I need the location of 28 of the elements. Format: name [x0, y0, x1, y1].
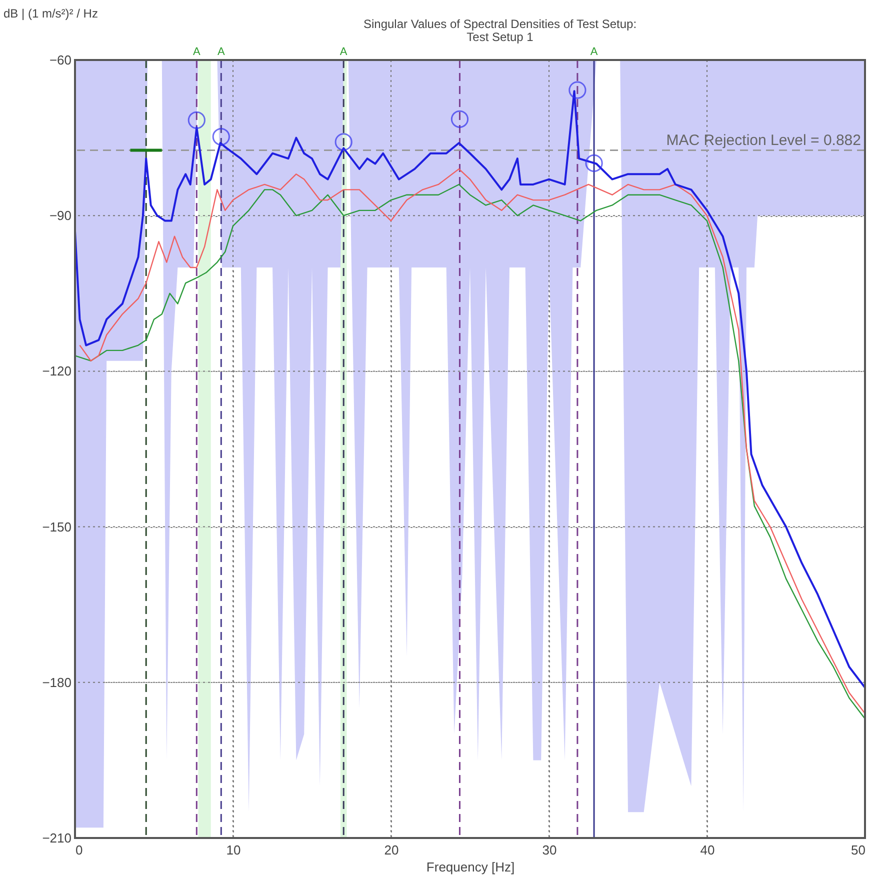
- y-tick-label: −150: [42, 519, 72, 534]
- chart-subtitle: Test Setup 1: [466, 30, 534, 44]
- chart-title: Singular Values of Spectral Densities of Test Setup:: [363, 17, 637, 31]
- point: [450, 110, 469, 128]
- y-tick-label: −60: [49, 52, 72, 68]
- y-axis-title: dB | (1 m/s²)² / Hz: [4, 6, 98, 20]
- y-tick-label: −120: [42, 364, 72, 379]
- y-tick-label: −180: [42, 674, 72, 690]
- annotation: A: [217, 46, 226, 58]
- x-tick-label: 40: [700, 842, 715, 858]
- line-series: [74, 90, 866, 689]
- annotation: A: [192, 46, 201, 58]
- annotation: A: [340, 46, 348, 58]
- point: [568, 81, 586, 99]
- x-tick-label: 50: [851, 842, 866, 858]
- point: [585, 154, 603, 172]
- point: [188, 111, 206, 129]
- x-tick-label: 0: [76, 842, 83, 858]
- y-tick-label: −210: [42, 830, 72, 846]
- x-axis-title: Frequency [Hz]: [426, 860, 515, 874]
- point: [212, 128, 230, 146]
- y-tick-label: −90: [49, 208, 72, 224]
- point: [334, 133, 352, 151]
- annotation: MAC Rejection Level = 0.882: [666, 132, 861, 150]
- annotation: A: [590, 46, 598, 58]
- x-tick-label: 30: [542, 842, 557, 858]
- x-tick-label: 20: [384, 842, 399, 858]
- x-tick-label: 10: [226, 842, 241, 858]
